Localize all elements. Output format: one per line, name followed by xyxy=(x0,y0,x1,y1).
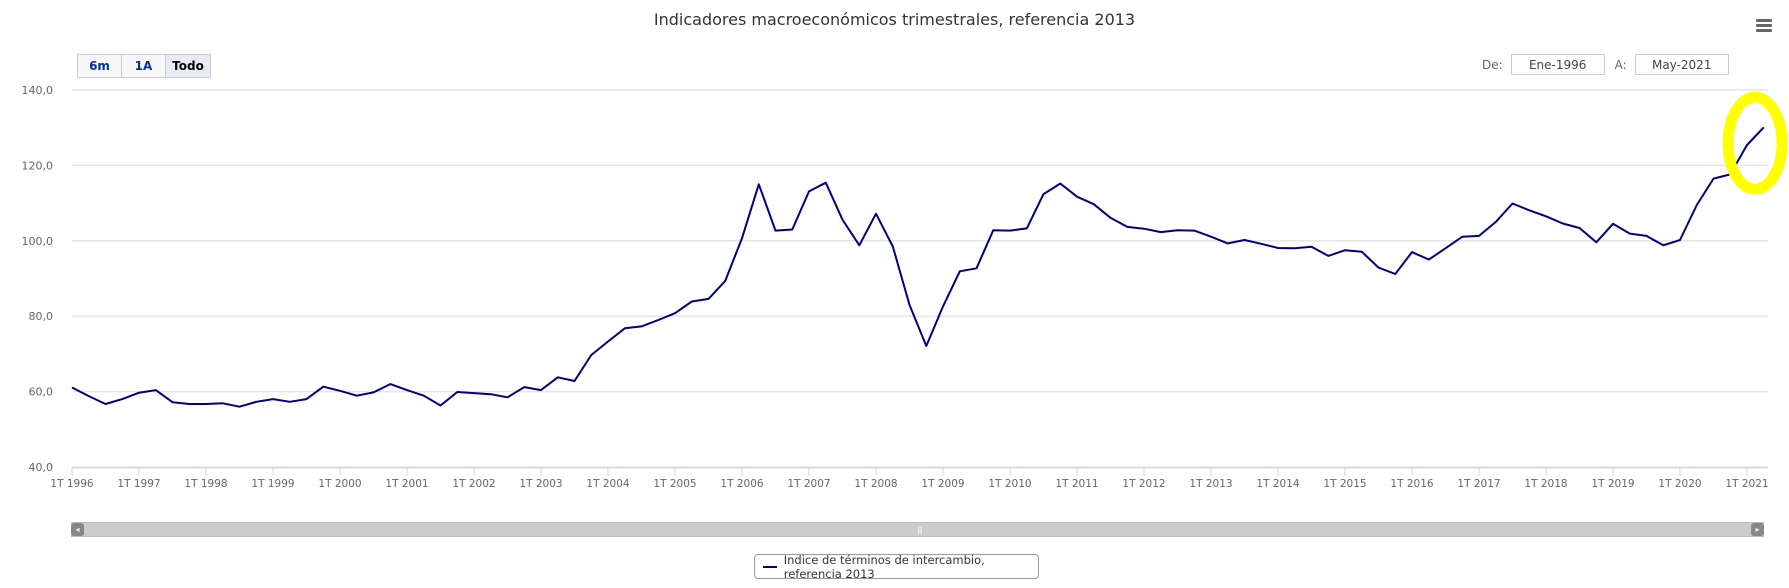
chart-title: Indicadores macroeconómicos trimestrales… xyxy=(653,10,1136,29)
x-tick-label: 1T 2019 xyxy=(1591,478,1634,490)
x-tick-label: 1T 2002 xyxy=(452,478,495,490)
x-tick-label: 1T 2003 xyxy=(519,478,562,490)
from-label: De: xyxy=(1482,57,1503,72)
y-tick-label: 40,0 xyxy=(29,461,54,474)
to-date-input[interactable] xyxy=(1634,54,1729,75)
x-tick-label: 1T 1999 xyxy=(251,478,294,490)
x-tick-label: 1T 2012 xyxy=(1122,478,1165,490)
x-tick-label: 1T 2005 xyxy=(653,478,696,490)
series-line[interactable] xyxy=(71,126,1765,408)
hamburger-menu-icon[interactable] xyxy=(1756,19,1772,33)
from-date-input[interactable] xyxy=(1510,54,1605,75)
scrollbar-grip-icon[interactable]: ||| xyxy=(917,526,923,534)
x-tick-label: 1T 1997 xyxy=(117,478,160,490)
x-tick-label: 1T 1998 xyxy=(184,478,227,490)
x-tick-label: 1T 2013 xyxy=(1189,478,1232,490)
x-tick-label: 1T 2020 xyxy=(1658,478,1701,490)
x-tick-label: 1T 2018 xyxy=(1524,478,1567,490)
x-tick-label: 1T 2011 xyxy=(1055,478,1098,490)
range-button-todo[interactable]: Todo xyxy=(166,55,210,77)
x-tick-label: 1T 2021 xyxy=(1725,478,1768,490)
x-tick-label: 1T 2007 xyxy=(787,478,830,490)
range-button-6m[interactable]: 6m xyxy=(78,55,122,77)
navigator-scrollbar[interactable]: ◂ ||| ▸ xyxy=(71,522,1764,537)
y-tick-label: 100,0 xyxy=(22,235,54,248)
x-tick-label: 1T 2016 xyxy=(1390,478,1433,490)
y-tick-label: 80,0 xyxy=(29,310,54,323)
x-tick-label: 1T 2010 xyxy=(988,478,1031,490)
x-tick-label: 1T 2001 xyxy=(385,478,428,490)
y-tick-label: 60,0 xyxy=(29,386,54,399)
to-label: A: xyxy=(1614,57,1627,72)
x-tick-label: 1T 2006 xyxy=(720,478,763,490)
range-selector: 6m 1A Todo xyxy=(77,54,211,78)
legend-line-icon xyxy=(763,565,777,568)
x-tick-label: 1T 2014 xyxy=(1256,478,1299,490)
arrow-left-icon[interactable]: ◂ xyxy=(71,523,84,536)
line-chart: 40,0 60,0 80,0 100,0 120,0 140,0 1T 1996 1T 19… xyxy=(22,84,1788,490)
x-tick-label: 1T 2017 xyxy=(1457,478,1500,490)
x-tick-label: 1T 2000 xyxy=(318,478,361,490)
date-range-inputs: De: A: xyxy=(1482,54,1739,75)
x-tick-label: 1T 2004 xyxy=(586,478,629,490)
x-tick-label: 1T 2008 xyxy=(854,478,897,490)
x-tick-label: 1T 2015 xyxy=(1323,478,1366,490)
arrow-right-icon[interactable]: ▸ xyxy=(1751,523,1764,536)
y-tick-label: 120,0 xyxy=(22,159,54,172)
highlight-annotation xyxy=(1722,91,1788,195)
legend-label: Indice de términos de intercambio, refer… xyxy=(783,552,985,581)
x-tick-label: 1T 1996 xyxy=(50,478,93,490)
x-tick-label: 1T 2009 xyxy=(921,478,964,490)
range-button-1a[interactable]: 1A xyxy=(122,55,166,77)
legend-item[interactable]: Indice de términos de intercambio, refer… xyxy=(754,552,1039,581)
y-tick-label: 140,0 xyxy=(22,84,54,97)
